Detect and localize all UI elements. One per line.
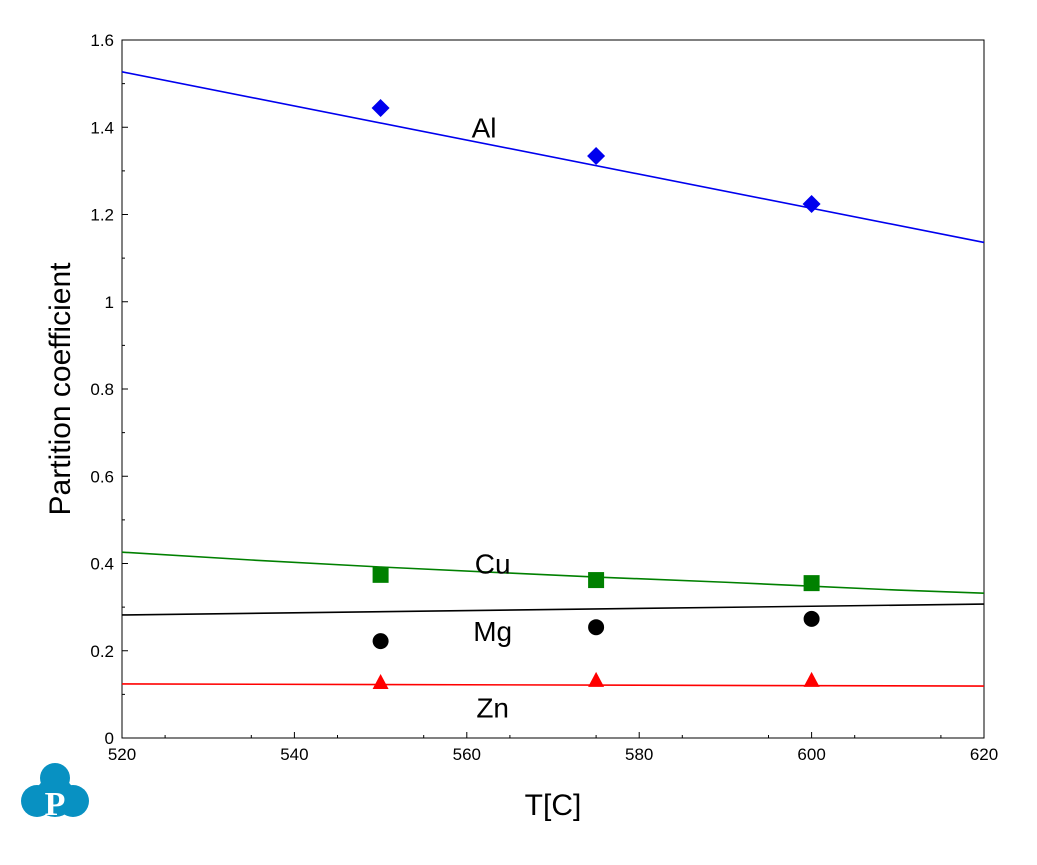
data-point-cu bbox=[803, 575, 820, 592]
y-tick-label: 0.8 bbox=[90, 380, 114, 399]
plot-frame bbox=[121, 39, 985, 739]
series-zn bbox=[121, 671, 985, 690]
x-tick-label: 520 bbox=[108, 745, 136, 764]
logo-letter: P bbox=[45, 786, 66, 823]
x-tick-label: 560 bbox=[453, 745, 481, 764]
data-point-cu bbox=[588, 572, 605, 589]
y-tick-label: 1.4 bbox=[90, 118, 114, 137]
y-tick-label: 1 bbox=[105, 293, 114, 312]
y-tick-label: 1.2 bbox=[90, 206, 114, 225]
data-point-zn bbox=[588, 671, 605, 687]
data-point-mg bbox=[803, 610, 820, 627]
data-point-al bbox=[371, 99, 390, 118]
fit-line-zn bbox=[121, 683, 985, 687]
fit-line-mg bbox=[121, 603, 985, 616]
data-point-al bbox=[802, 195, 821, 214]
data-point-al bbox=[587, 147, 606, 166]
y-tick-label: 0.4 bbox=[90, 555, 114, 574]
y-tick-label: 0 bbox=[105, 729, 114, 748]
series-label-cu: Cu bbox=[475, 549, 511, 580]
data-point-mg bbox=[372, 633, 389, 650]
fit-line-cu bbox=[121, 551, 985, 594]
x-tick-label: 540 bbox=[280, 745, 308, 764]
fit-line-al bbox=[121, 71, 985, 244]
series-label-al: Al bbox=[472, 112, 497, 143]
x-tick-label: 580 bbox=[625, 745, 653, 764]
y-tick-label: 1.6 bbox=[90, 31, 114, 50]
data-point-zn bbox=[803, 671, 820, 687]
series-al bbox=[121, 71, 985, 244]
series-cu bbox=[121, 551, 985, 594]
y-axis-label: Partition coefficient bbox=[44, 262, 77, 516]
logo: P bbox=[21, 763, 89, 823]
y-tick-label: 0.2 bbox=[90, 642, 114, 661]
series-label-zn: Zn bbox=[476, 692, 509, 723]
x-tick-label: 620 bbox=[970, 745, 998, 764]
data-point-cu bbox=[372, 566, 389, 583]
x-axis-label: T[C] bbox=[525, 789, 582, 822]
y-tick-label: 0.6 bbox=[90, 467, 114, 486]
data-point-zn bbox=[372, 674, 389, 690]
series-mg bbox=[121, 603, 985, 650]
data-point-mg bbox=[588, 619, 605, 636]
series-label-mg: Mg bbox=[473, 616, 512, 647]
x-tick-label: 600 bbox=[797, 745, 825, 764]
